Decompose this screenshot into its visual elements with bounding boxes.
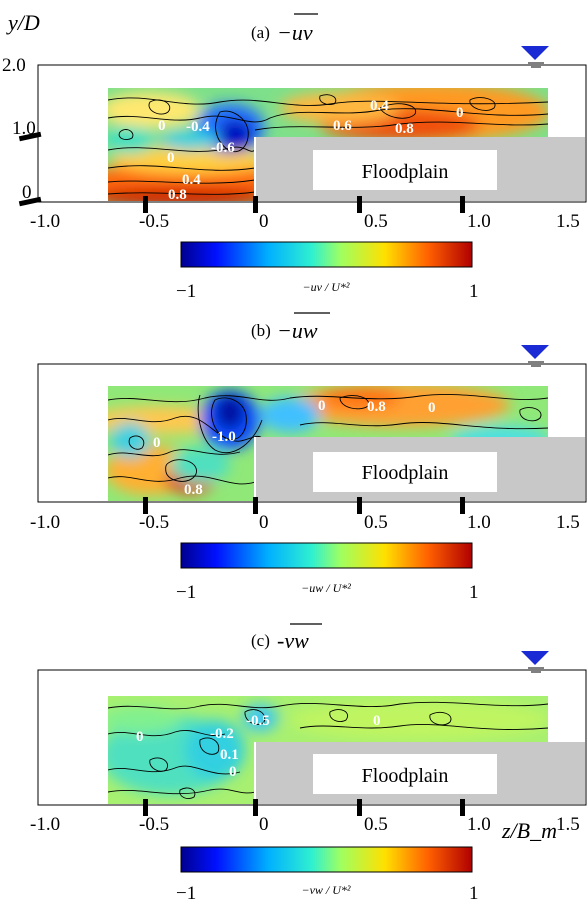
contour-label: 0 <box>167 150 175 166</box>
contour-label: 0.8 <box>367 399 386 415</box>
panel-b-floodplain-box <box>313 452 497 492</box>
water-surface-icon <box>521 345 549 359</box>
panel-a-contour-labels: 0 -0.4 -0.6 0 0.4 0.8 0.4 0.6 0.8 0 <box>158 98 464 203</box>
colorbar-max: 1 <box>469 582 479 603</box>
x-tick-label: 1.0 <box>467 512 491 533</box>
colorbar-min: −1 <box>176 582 196 603</box>
panel-b-tag: (b) <box>251 321 271 340</box>
contour-label: 0.8 <box>168 187 187 203</box>
contour-label: -1.0 <box>212 429 236 445</box>
x-tick-label: -0.5 <box>139 211 169 232</box>
x-axis-label: z/B_m <box>501 818 557 843</box>
x-tick-mark <box>460 196 465 213</box>
water-surface-icon <box>521 46 549 60</box>
water-surface-icon <box>521 651 549 665</box>
x-tick-mark <box>253 497 258 514</box>
panel-b-colorbar: −1 1 −uw / U*² <box>176 542 479 603</box>
panel-c-contour-labels: 0 -0.2 -0.5 0.1 0 0 <box>136 713 381 780</box>
contour-label: -0.5 <box>246 713 270 729</box>
y-tick-mark <box>18 131 42 142</box>
contour-label: 0 <box>136 729 144 745</box>
x-tick-label: -1.0 <box>30 814 60 835</box>
contour-label: 0.4 <box>182 172 201 188</box>
contour-label: -0.4 <box>186 119 210 135</box>
panel-a-floodplain-label: Floodplain <box>362 161 449 183</box>
x-tick-mark <box>460 799 465 816</box>
y-tick-label: 2.0 <box>2 55 26 76</box>
contour-label: 0 <box>158 118 166 134</box>
x-tick-label: 0.5 <box>364 512 388 533</box>
panel-c-x-axis: -1.0 -0.5 0 0.5 1.0 1.5 <box>30 799 580 835</box>
panel-a-tag: (a) <box>251 23 270 42</box>
colorbar-max: 1 <box>469 883 479 904</box>
contour-label: -0.6 <box>211 140 235 156</box>
colorbar-label: −uw / U*² <box>301 581 351 595</box>
contour-label: 0.8 <box>184 482 203 498</box>
panel-b-floodplain-label: Floodplain <box>362 462 449 484</box>
x-tick-mark <box>357 196 362 213</box>
colorbar-label: −uv / U*² <box>302 280 349 294</box>
contour-label: 0.8 <box>395 121 414 137</box>
x-tick-label: 0 <box>259 512 269 533</box>
contour-label: 0.1 <box>220 747 239 763</box>
panel-b-x-axis: -1.0 -0.5 0 0.5 1.0 1.5 <box>30 497 580 533</box>
x-tick-mark <box>357 799 362 816</box>
contour-label: 0 <box>456 105 464 121</box>
x-tick-mark <box>143 799 148 816</box>
x-tick-mark <box>143 196 148 213</box>
colorbar-max: 1 <box>469 281 479 302</box>
contour-label: 0.4 <box>370 98 389 114</box>
panel-c-floodplain-box <box>313 754 497 794</box>
panel-c-colorbar: −1 1 −vw / U*² <box>176 846 479 904</box>
x-tick-mark <box>460 497 465 514</box>
contour-label: 0 <box>153 435 161 451</box>
panel-b-quantity: −uw <box>277 318 318 343</box>
x-tick-mark <box>357 497 362 514</box>
y-tick-label: 0 <box>22 182 32 203</box>
panel-a-colorbar: −1 1 −uv / U*² <box>176 241 479 302</box>
contour-label: 0 <box>373 713 381 729</box>
x-tick-label: -0.5 <box>139 814 169 835</box>
x-tick-label: 0 <box>259 211 269 232</box>
panel-a-floodplain-box <box>313 150 497 190</box>
contour-label: 0 <box>229 764 237 780</box>
panel-c-quantity: -vw <box>277 628 309 653</box>
x-tick-label: 1.0 <box>467 814 491 835</box>
y-tick-label: 1.0 <box>12 118 36 139</box>
x-tick-mark <box>253 196 258 213</box>
panel-c-floodplain-label: Floodplain <box>362 765 449 787</box>
colorbar-label: −vw / U*² <box>301 883 350 897</box>
x-tick-label: 1.5 <box>556 512 580 533</box>
panel-a-quantity: −uv <box>277 20 313 45</box>
x-tick-label: 0.5 <box>364 814 388 835</box>
panel-b: (b) −uw <box>30 312 587 603</box>
contour-label: 0.6 <box>333 118 352 134</box>
panel-a: (a) −uv <box>2 13 587 302</box>
panel-a-x-axis: -1.0 -0.5 0 0.5 1.0 1.5 <box>30 196 580 232</box>
x-tick-label: -0.5 <box>139 512 169 533</box>
x-tick-label: 1.0 <box>467 211 491 232</box>
x-tick-label: 0.5 <box>364 211 388 232</box>
x-tick-mark <box>143 497 148 514</box>
x-tick-label: 1.5 <box>556 211 580 232</box>
x-tick-mark <box>253 799 258 816</box>
contour-label: 0 <box>428 400 436 416</box>
contour-label: -0.2 <box>210 726 234 742</box>
x-tick-label: -1.0 <box>30 512 60 533</box>
colorbar-min: −1 <box>176 281 196 302</box>
x-tick-label: 1.5 <box>556 814 580 835</box>
contour-label: 0 <box>318 398 326 414</box>
colorbar-min: −1 <box>176 883 196 904</box>
x-tick-label: -1.0 <box>30 211 60 232</box>
x-tick-label: 0 <box>259 814 269 835</box>
panel-b-contour-labels: 0 -1.0 0.8 0 0.8 0 <box>153 398 436 498</box>
panel-c-tag: (c) <box>251 631 270 650</box>
y-tick-mark <box>18 196 42 207</box>
panel-c: (c) -vw <box>30 623 587 904</box>
y-axis-label: y/D <box>6 10 40 35</box>
